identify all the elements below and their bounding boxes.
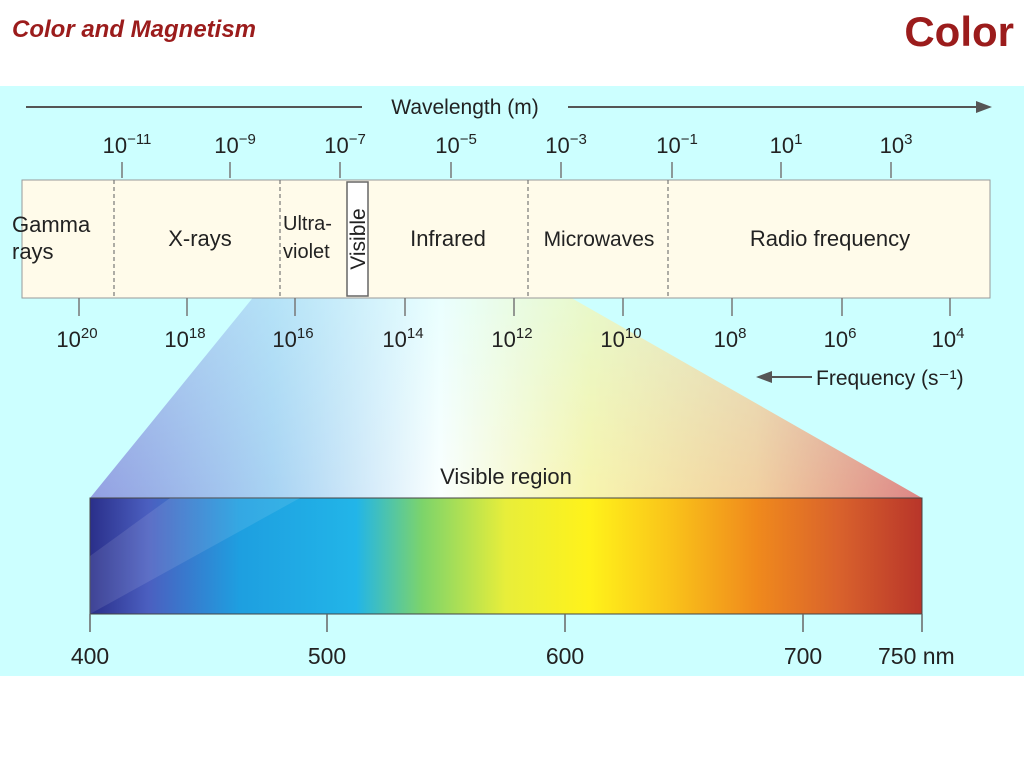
wavelength-tick-label: 101	[770, 131, 803, 158]
frequency-ticks: 1020 1018 1016 1014 1012 1010 108 106 104	[56, 298, 964, 352]
frequency-tick-label: 1020	[56, 325, 97, 352]
region-gamma-line2: rays	[12, 239, 54, 264]
wavelength-arrowhead	[976, 101, 992, 113]
slide-topic: Color	[904, 8, 1014, 55]
frequency-tick-label: 1010	[600, 325, 641, 352]
em-spectrum-diagram: Wavelength (m) 10−11 10−9 10−7 10−5 10−3 10−1…	[0, 86, 1024, 676]
frequency-tick-label: 1014	[382, 325, 423, 352]
nm-tick-label: 500	[308, 643, 346, 669]
region-microwaves: Microwaves	[544, 228, 655, 251]
wavelength-tick-label: 10−3	[545, 131, 587, 158]
visible-band-box	[346, 181, 369, 297]
region-infrared: Infrared	[410, 226, 486, 251]
wavelength-tick-label: 10−5	[435, 131, 477, 158]
frequency-tick-label: 1016	[272, 325, 313, 352]
nm-tick-label: 750 nm	[878, 643, 955, 669]
region-xrays: X-rays	[168, 226, 232, 251]
wavelength-label: Wavelength (m)	[391, 96, 538, 119]
frequency-tick-label: 108	[714, 325, 747, 352]
nm-tick-label: 400	[71, 643, 109, 669]
region-gamma-line1: Gamma	[12, 212, 91, 237]
band-dividers	[113, 180, 669, 298]
nm-tick-label: 700	[784, 643, 822, 669]
frequency-label: Frequency (s⁻¹)	[816, 367, 964, 390]
wavelength-tick-label: 103	[880, 131, 913, 158]
wavelength-tick-label: 10−9	[214, 131, 256, 158]
visible-spectrum-bar	[89, 497, 923, 615]
region-radio: Radio frequency	[750, 226, 910, 251]
visible-region-label: Visible region	[440, 464, 572, 489]
region-visible: Visible	[347, 208, 370, 269]
region-uv-line1: Ultra-	[283, 213, 332, 235]
frequency-arrowhead	[756, 371, 772, 383]
region-uv-line2: violet	[283, 241, 330, 263]
region-band	[21, 179, 991, 299]
frequency-tick-label: 104	[932, 325, 965, 352]
wavelength-tick-label: 10−11	[103, 131, 152, 158]
wavelength-tick-label: 10−1	[656, 131, 698, 158]
nm-tick-label: 600	[546, 643, 584, 669]
frequency-tick-label: 106	[824, 325, 857, 352]
wavelength-ticks: 10−11 10−9 10−7 10−5 10−3 10−1 101 103	[103, 131, 913, 178]
frequency-tick-label: 1018	[164, 325, 205, 352]
wavelength-tick-label: 10−7	[324, 131, 366, 158]
spectrum-overlay-left	[90, 498, 300, 614]
frequency-tick-label: 1012	[491, 325, 532, 352]
nm-ticks: 400 500 600 700 750 nm	[71, 614, 955, 669]
slide-title: Color and Magnetism	[12, 16, 257, 43]
